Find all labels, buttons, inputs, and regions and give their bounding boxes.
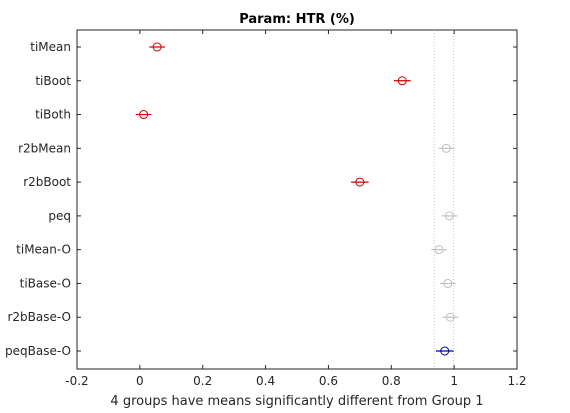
group-mark-r2bBase-O [442, 312, 459, 322]
chart-title: Param: HTR (%) [239, 12, 355, 27]
x-tick-label: -0.2 [65, 374, 88, 388]
x-tick-label: 0.4 [256, 374, 275, 388]
group-mark-tiBoth [135, 110, 152, 120]
plot-area [76, 29, 518, 370]
mean-marker [152, 42, 162, 52]
mean-marker [434, 245, 444, 255]
y-tick-label-peq: peq [48, 209, 71, 223]
mean-marker [440, 346, 450, 356]
group-intervals [135, 42, 459, 356]
x-axis-ticks: -0.2 0 0.2 0.4 0.6 0.8 1 1.2 [65, 30, 527, 388]
y-tick-label-r2bBase-O: r2bBase-O [7, 310, 71, 324]
group-mark-tiBase-O [440, 278, 456, 288]
group-mark-tiBoot [393, 76, 411, 86]
y-tick-label-peqBase-O: peqBase-O [5, 344, 71, 358]
x-tick-label: 0.6 [319, 374, 338, 388]
y-tick-label-r2bMean: r2bMean [18, 141, 71, 155]
group-mark-r2bBoot [351, 177, 369, 187]
mean-marker [139, 110, 149, 120]
y-tick-label-tiBoot: tiBoot [35, 74, 71, 88]
y-tick-label-tiMean: tiMean [30, 40, 71, 54]
mean-marker [441, 143, 451, 153]
mean-marker [397, 76, 407, 86]
group-mark-tiMean [149, 42, 165, 52]
group-mark-peq [441, 211, 458, 221]
x-tick-label: 0.8 [382, 374, 401, 388]
y-tick-label-tiMean-O: tiMean-O [16, 243, 71, 257]
mean-marker [445, 312, 455, 322]
group-mark-peqBase-O [435, 346, 454, 356]
group-mark-tiMean-O [431, 245, 447, 255]
y-tick-label-r2bBoot: r2bBoot [23, 175, 71, 189]
x-tick-label: 1 [450, 374, 458, 388]
x-tick-label: 1.2 [507, 374, 526, 388]
mean-marker [355, 177, 365, 187]
x-tick-label: 0.2 [193, 374, 212, 388]
mean-marker [443, 278, 453, 288]
comparison-interval-lines [433, 30, 455, 369]
y-axis-ticks: tiMean tiBoot tiBoth r2bMean r2bBoot peq tiMea… [5, 40, 517, 358]
group-mark-r2bMean [438, 143, 455, 153]
y-tick-label-tiBase-O: tiBase-O [20, 276, 71, 290]
y-tick-label-tiBoth: tiBoth [35, 108, 71, 122]
x-tick-label: 0 [136, 374, 144, 388]
x-axis-label: 4 groups have means significantly differ… [110, 394, 483, 409]
mean-marker [444, 211, 454, 221]
